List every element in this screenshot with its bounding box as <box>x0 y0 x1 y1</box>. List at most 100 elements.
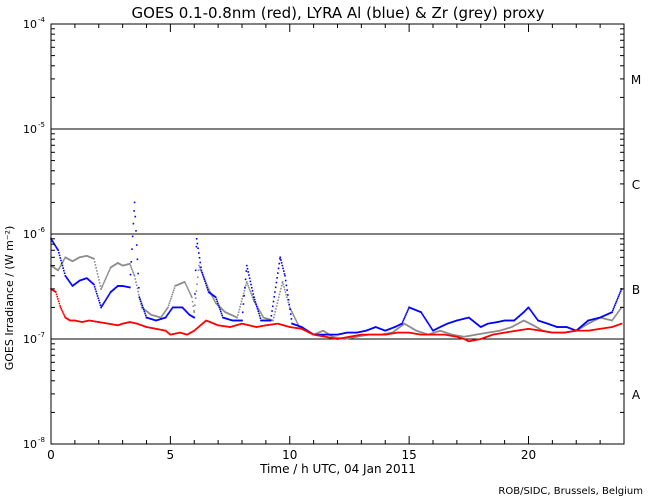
data-point <box>421 313 424 316</box>
data-point <box>221 314 223 317</box>
data-point <box>285 284 288 287</box>
series-lyra-al-proxy <box>50 201 623 336</box>
data-point <box>287 301 290 304</box>
data-point <box>281 264 284 267</box>
data-point <box>165 315 168 318</box>
y-tick-exponent: -6 <box>38 226 46 234</box>
data-point <box>60 264 62 266</box>
data-point <box>246 282 249 285</box>
data-point <box>193 311 196 313</box>
data-point <box>56 248 59 250</box>
data-point <box>140 302 143 305</box>
data-point <box>403 317 405 320</box>
data-point <box>614 302 617 305</box>
data-point <box>131 270 134 272</box>
data-point <box>251 296 254 298</box>
data-point <box>106 275 108 277</box>
data-point <box>183 281 186 283</box>
y-tick-exponent: -7 <box>38 331 45 339</box>
data-point <box>404 316 406 318</box>
data-point <box>279 256 281 259</box>
data-point <box>431 328 433 330</box>
data-point <box>168 311 170 314</box>
data-point <box>187 288 190 291</box>
data-point <box>97 276 100 278</box>
data-point <box>241 319 243 322</box>
data-point <box>141 304 143 307</box>
data-point <box>63 269 65 272</box>
data-point <box>212 296 214 299</box>
data-point <box>535 317 538 320</box>
data-point <box>206 285 209 288</box>
y-tick-label: 10 <box>23 123 37 136</box>
data-point <box>108 270 110 273</box>
data-point <box>243 295 245 297</box>
data-point <box>283 286 285 288</box>
data-point <box>271 310 273 312</box>
data-point <box>277 272 279 274</box>
data-point <box>251 290 254 292</box>
data-point <box>248 277 251 280</box>
data-point <box>611 309 614 312</box>
data-point <box>217 304 220 307</box>
data-point <box>54 291 57 293</box>
data-point <box>237 311 240 314</box>
data-point <box>258 312 260 315</box>
data-point <box>220 312 223 315</box>
data-point <box>244 286 246 289</box>
data-point <box>58 252 60 254</box>
data-point <box>137 272 139 275</box>
data-point <box>237 314 239 316</box>
data-point <box>60 308 63 310</box>
data-point <box>613 306 616 308</box>
data-point <box>253 298 256 301</box>
data-point <box>132 271 135 274</box>
data-point <box>529 309 532 312</box>
data-point <box>285 293 287 296</box>
data-point <box>405 313 408 315</box>
data-point <box>288 303 291 306</box>
data-point <box>254 301 257 303</box>
data-point <box>195 245 198 248</box>
data-point <box>619 308 621 311</box>
data-point <box>62 267 64 269</box>
data-point <box>167 306 169 309</box>
data-point <box>533 314 536 317</box>
y-axis-label: GOES Irradiance / (W m⁻²) <box>3 226 16 371</box>
data-point <box>66 278 69 280</box>
data-point <box>57 269 59 272</box>
data-point <box>173 287 176 289</box>
data-point <box>401 321 404 323</box>
data-point <box>54 244 57 247</box>
data-point <box>138 286 140 289</box>
data-point <box>62 260 64 263</box>
data-point <box>61 309 63 312</box>
data-point <box>249 280 252 283</box>
data-point <box>170 308 173 311</box>
data-point <box>291 311 293 313</box>
data-point <box>164 310 166 313</box>
data-point <box>218 306 221 309</box>
data-point <box>214 296 217 299</box>
data-point <box>135 284 138 287</box>
data-point <box>406 309 409 312</box>
data-point <box>532 312 534 315</box>
data-point <box>172 291 174 294</box>
data-point <box>407 308 410 310</box>
data-point <box>270 314 273 317</box>
data-point <box>289 308 291 311</box>
data-point <box>257 310 260 312</box>
data-point <box>200 266 202 269</box>
data-point <box>93 258 95 260</box>
data-point <box>167 312 170 315</box>
data-point <box>101 286 103 289</box>
data-point <box>612 307 615 310</box>
data-point <box>203 278 206 280</box>
data-point <box>423 316 426 319</box>
data-point <box>59 306 62 309</box>
data-point <box>286 298 289 301</box>
data-point <box>248 288 251 291</box>
data-point <box>281 282 284 284</box>
data-point <box>95 290 97 293</box>
data-point <box>136 258 139 261</box>
